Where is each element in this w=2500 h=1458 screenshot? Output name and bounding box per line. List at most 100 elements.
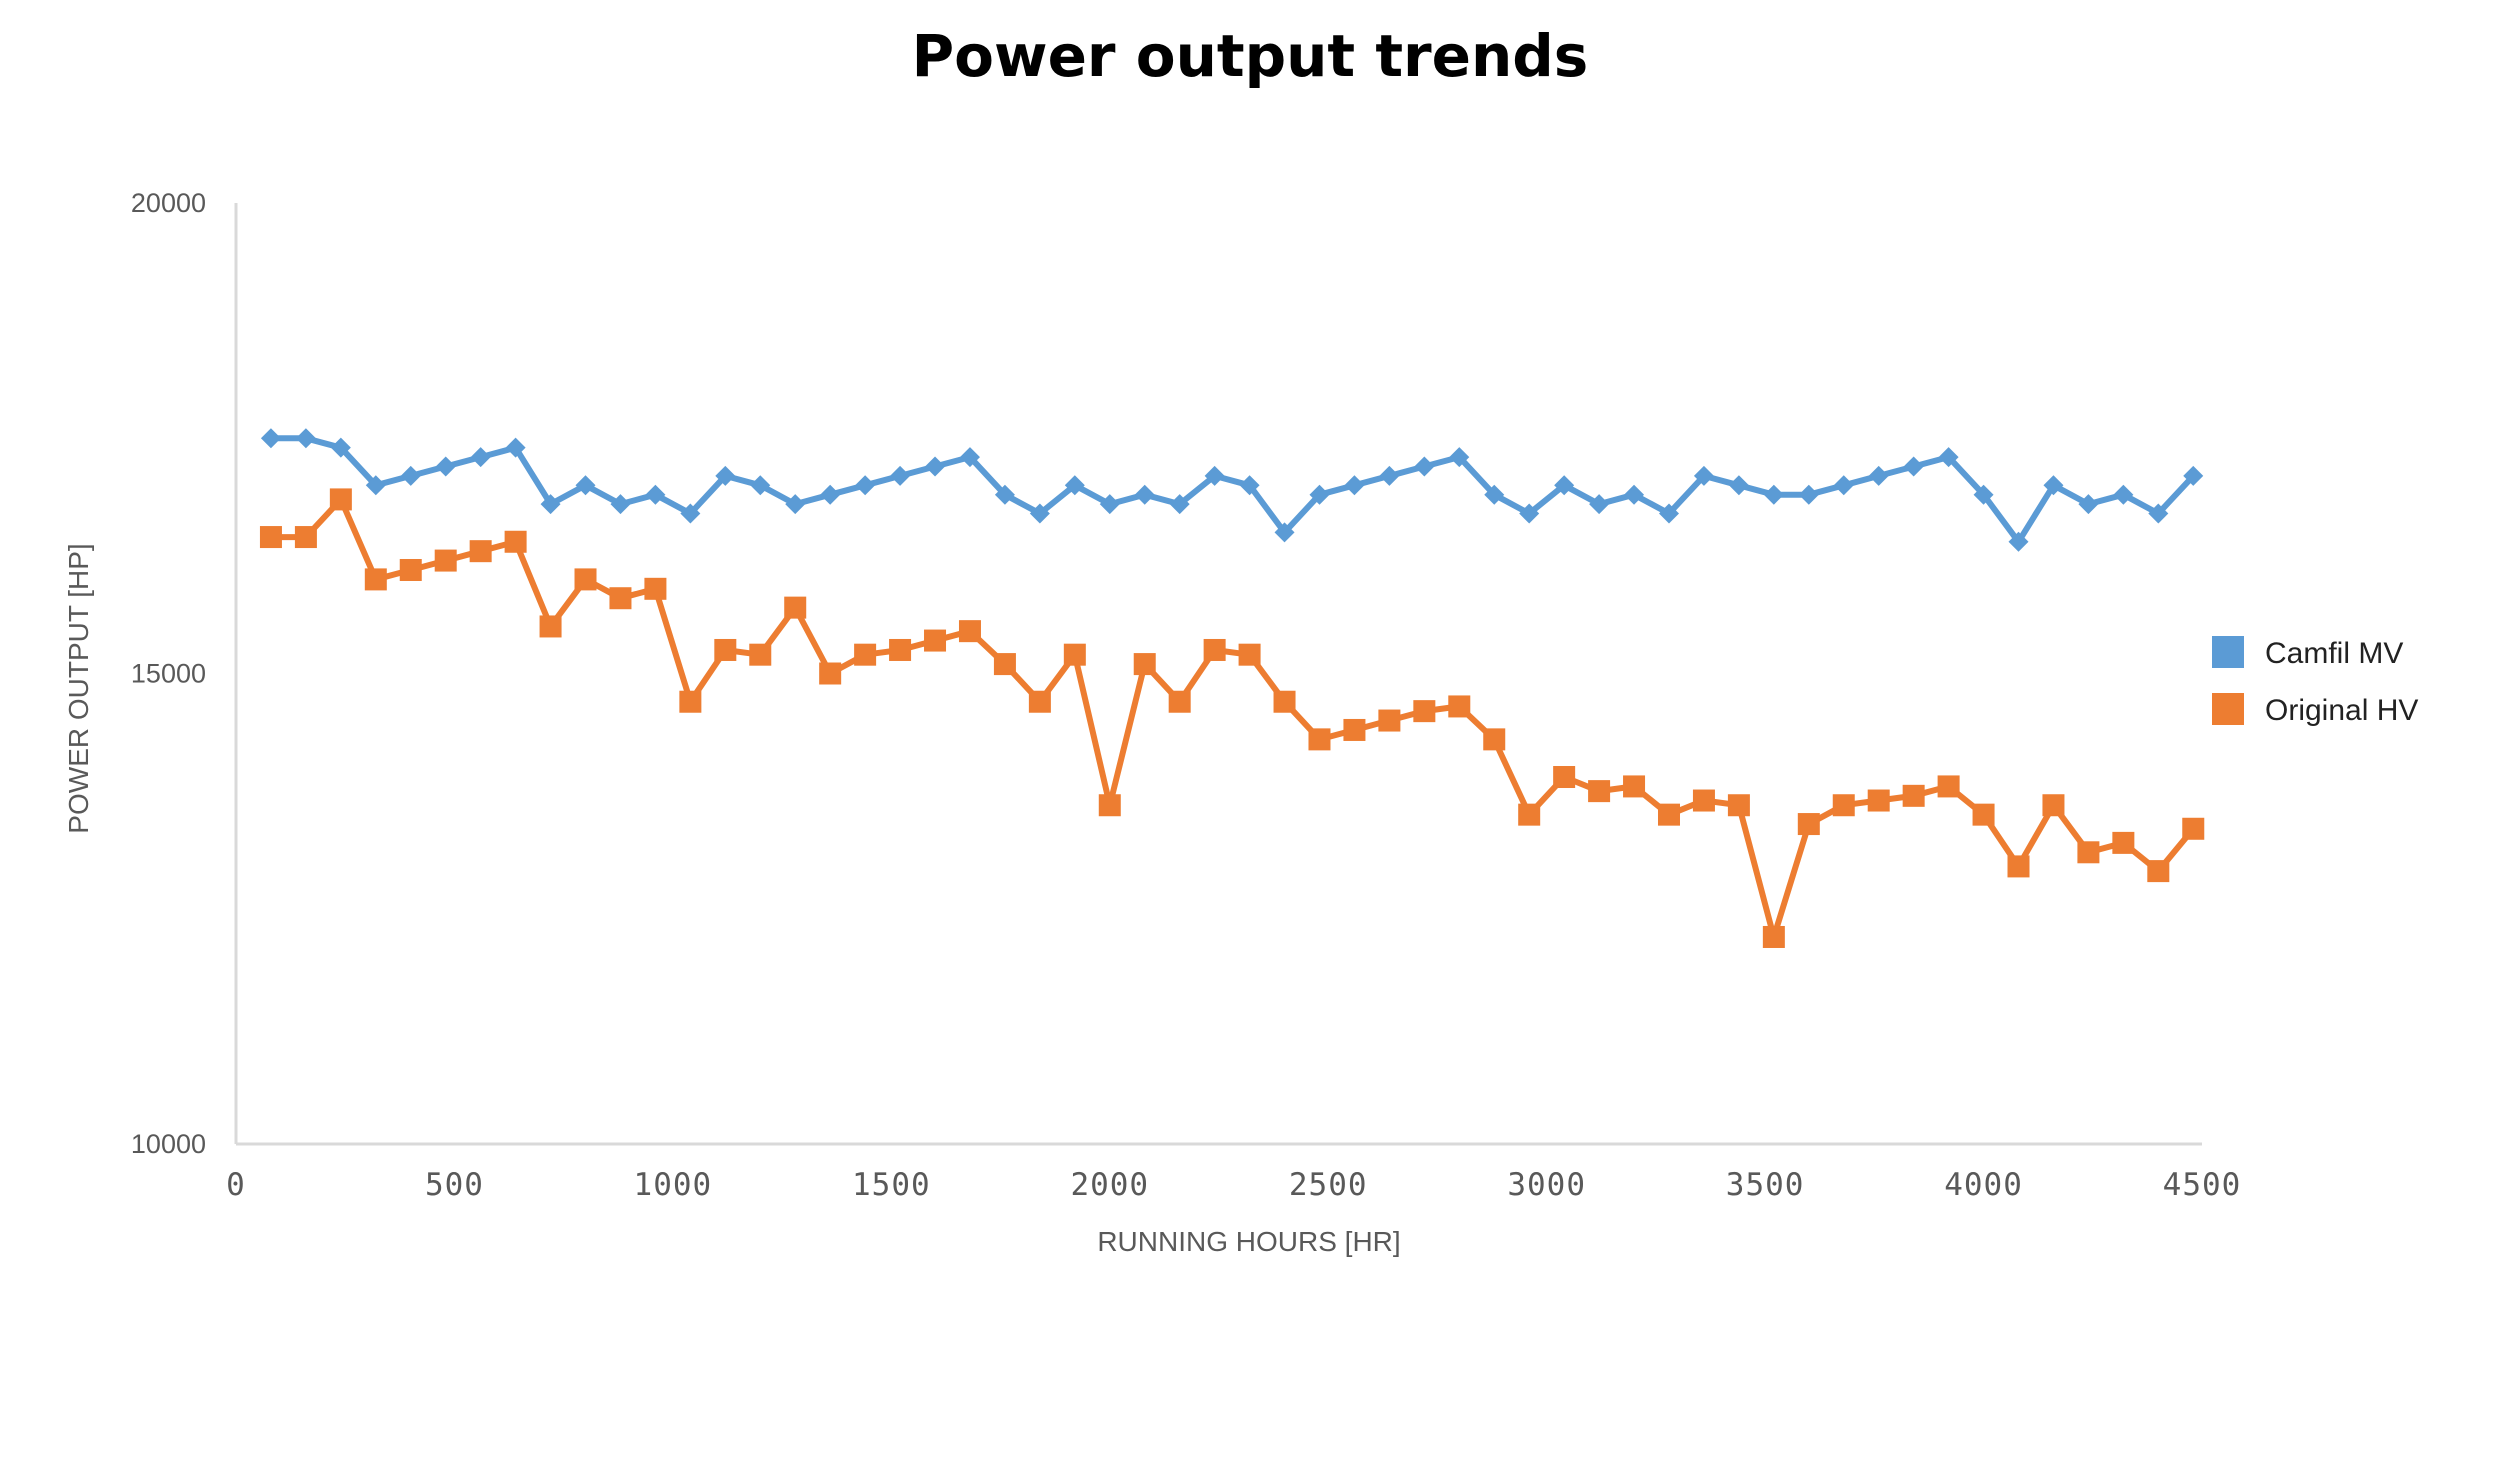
data-point <box>1063 643 1086 666</box>
data-point <box>855 475 876 496</box>
data-point <box>1832 794 1855 817</box>
data-point <box>2113 484 2134 505</box>
data-point <box>680 503 701 524</box>
data-point <box>295 428 316 449</box>
data-point <box>679 690 702 713</box>
data-point <box>329 488 352 511</box>
data-point <box>1064 475 1085 496</box>
x-tick-label: 2000 <box>1070 1167 1149 1203</box>
data-point <box>2077 841 2100 864</box>
data-point <box>2008 531 2029 552</box>
data-point <box>645 484 666 505</box>
data-point <box>2148 503 2169 524</box>
x-tick-labels: 0 500 1000 1500 2000 2500 3000 3500 4000 4500 <box>226 1167 2240 1203</box>
data-point <box>2182 817 2205 840</box>
legend-swatch <box>2212 693 2244 725</box>
data-point <box>1204 465 1225 486</box>
data-point <box>785 494 806 515</box>
data-point <box>1692 789 1715 812</box>
data-point <box>854 643 877 666</box>
data-point <box>1378 709 1401 732</box>
data-point <box>890 465 911 486</box>
y-tick-labels: 10000 15000 20000 <box>131 188 206 1159</box>
data-point <box>1553 766 1576 789</box>
data-point <box>644 577 667 600</box>
data-point <box>1133 653 1156 676</box>
data-point <box>715 465 736 486</box>
data-point <box>435 456 456 477</box>
data-point <box>2112 831 2135 854</box>
data-point <box>1693 465 1714 486</box>
data-point <box>1239 475 1260 496</box>
data-point <box>1379 465 1400 486</box>
data-point <box>1309 484 1330 505</box>
x-tick-label: 1000 <box>634 1167 713 1203</box>
data-point <box>294 526 317 549</box>
data-point <box>1519 503 1540 524</box>
data-point <box>1868 465 1889 486</box>
data-point <box>504 530 527 553</box>
data-point <box>260 428 281 449</box>
data-point <box>1238 643 1261 666</box>
data-point <box>1098 794 1121 817</box>
data-point <box>1518 803 1541 826</box>
data-point <box>2183 465 2204 486</box>
data-point <box>1414 456 1435 477</box>
series-layer <box>259 428 2205 948</box>
x-tick-label: 3000 <box>1507 1167 1586 1203</box>
data-point <box>1902 784 1925 807</box>
data-point <box>1134 484 1155 505</box>
x-tick-label: 3500 <box>1726 1167 1805 1203</box>
data-point <box>2078 494 2099 515</box>
data-point <box>959 447 980 468</box>
data-point <box>1728 475 1749 496</box>
data-point <box>1168 690 1191 713</box>
data-point <box>889 638 912 661</box>
data-point <box>1588 780 1611 803</box>
data-point <box>924 629 947 652</box>
legend: Camfil MV Original HV <box>2212 636 2418 727</box>
axes <box>234 203 2202 1146</box>
data-point <box>540 494 561 515</box>
data-point <box>1554 475 1575 496</box>
data-point <box>1623 775 1646 798</box>
series-line <box>268 496 2197 940</box>
data-point <box>1867 789 1890 812</box>
x-tick-label: 4000 <box>1944 1167 2023 1203</box>
data-point <box>575 475 596 496</box>
data-point <box>2147 860 2170 883</box>
data-point <box>505 437 526 458</box>
data-point <box>469 540 492 563</box>
data-point <box>1273 690 1296 713</box>
data-point <box>1798 484 1819 505</box>
data-point <box>1727 794 1750 817</box>
data-point <box>364 568 387 591</box>
data-point <box>1657 803 1680 826</box>
data-point <box>1938 447 1959 468</box>
data-point <box>714 638 737 661</box>
x-tick-label: 0 <box>226 1167 246 1203</box>
chart-title: Power output trends <box>911 22 1589 90</box>
data-point <box>1169 494 1190 515</box>
y-tick-label: 20000 <box>131 188 206 218</box>
x-tick-label: 2500 <box>1289 1167 1368 1203</box>
data-point <box>1028 690 1051 713</box>
data-point <box>610 494 631 515</box>
data-point <box>2043 475 2064 496</box>
data-point <box>1972 803 1995 826</box>
data-point <box>1343 718 1366 741</box>
data-point <box>365 475 386 496</box>
data-point <box>1344 475 1365 496</box>
data-point <box>784 596 807 619</box>
data-point <box>434 549 457 572</box>
data-point <box>993 653 1016 676</box>
data-point <box>1203 638 1226 661</box>
x-tick-label: 500 <box>425 1167 484 1203</box>
data-point <box>1483 728 1506 751</box>
data-point <box>1937 775 1960 798</box>
data-point <box>1658 503 1679 524</box>
y-tick-label: 10000 <box>131 1129 206 1159</box>
data-point <box>958 620 981 643</box>
data-point <box>330 437 351 458</box>
data-point <box>1624 484 1645 505</box>
